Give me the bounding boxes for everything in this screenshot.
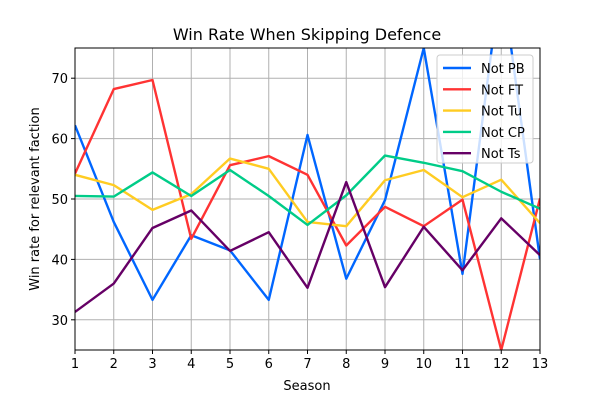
x-tick-label: 4 (187, 357, 195, 372)
series-lines (75, 48, 540, 350)
legend-box (436, 54, 534, 164)
legend-label: Not CP (481, 126, 525, 141)
x-tick-label: 9 (381, 357, 389, 372)
chart-title: Win Rate When Skipping Defence (173, 25, 441, 44)
series-line-not-ft (75, 78, 540, 350)
x-tick-label: 11 (454, 357, 471, 372)
series-line-not-ts (75, 180, 540, 313)
series-line-not-pb (75, 48, 540, 302)
x-tick-label: 2 (110, 357, 118, 372)
series-line-not-tu (75, 157, 540, 228)
y-tick-label: 50 (51, 193, 68, 208)
y-tick-label: 60 (51, 133, 68, 148)
x-tick-label: 8 (342, 357, 350, 372)
legend-label: Not Tu (481, 105, 522, 120)
x-tick-label: 3 (148, 357, 156, 372)
y-tick-label: 30 (51, 314, 68, 329)
y-tick-label: 70 (51, 72, 68, 87)
x-tick-label: 5 (226, 357, 234, 372)
x-tick-label: 13 (532, 357, 549, 372)
x-tick-label: 10 (415, 357, 432, 372)
x-tick-label: 6 (265, 357, 273, 372)
y-axis-label: Win rate for relevant faction (28, 107, 43, 291)
y-tick-label: 40 (51, 253, 68, 268)
x-tick-label: 7 (303, 357, 311, 372)
series-line-not-cp (75, 154, 540, 227)
x-tick-label: 1 (71, 357, 79, 372)
x-tick-label: 12 (493, 357, 510, 372)
legend-label: Not Ts (481, 147, 521, 162)
x-axis-label: Season (283, 379, 330, 394)
legend: Not PB Not FT Not Tu Not CP Not Ts (436, 54, 534, 164)
legend-label: Not PB (481, 62, 525, 77)
legend-label: Not FT (481, 83, 523, 98)
